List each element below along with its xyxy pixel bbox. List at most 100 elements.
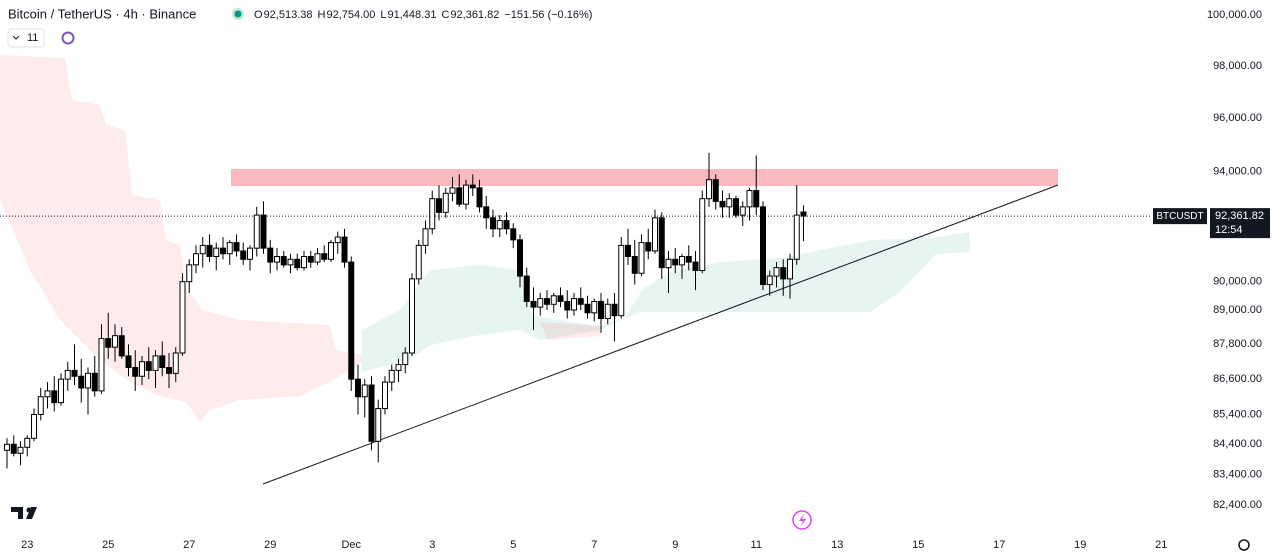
candle-body [780, 267, 787, 280]
candle-body [449, 187, 456, 194]
candle-body [112, 335, 118, 348]
candle-body [699, 198, 706, 271]
candle-body [483, 206, 490, 219]
candle-body [665, 258, 672, 269]
settings-icon[interactable] [1238, 539, 1250, 551]
candle-body [159, 355, 166, 368]
candle-body [442, 192, 449, 213]
candle-body [17, 446, 24, 454]
y-tick-label: 96,000.00 [1213, 112, 1262, 124]
candle-body [132, 366, 139, 377]
candle-body [247, 247, 253, 260]
candle-body [206, 244, 213, 258]
candle-body [719, 200, 726, 208]
candle-body [415, 244, 422, 280]
candle-body [766, 275, 773, 286]
candle-body [193, 253, 199, 266]
refresh-icon[interactable] [61, 31, 75, 45]
candle-body [517, 239, 523, 277]
candle-body [388, 369, 395, 383]
y-tick-label: 100,000.00 [1207, 9, 1262, 21]
ohlc-label: O [254, 9, 263, 21]
ohlc-value: 92,361.82 [450, 9, 499, 21]
candle-body [645, 242, 652, 252]
candle-body [631, 256, 638, 274]
y-tick-label: 94,000.00 [1213, 166, 1262, 178]
candle-body [739, 206, 746, 216]
y-tick-label: 90,000.00 [1213, 276, 1262, 288]
header: Bitcoin / TetherUS · 4h · Binance O 92,51… [7, 6, 592, 48]
candle-body [753, 190, 760, 208]
candle-body [476, 187, 483, 208]
candle-body [463, 184, 469, 205]
candle-body [496, 220, 503, 230]
cloud [0, 55, 970, 422]
candle-body [793, 214, 800, 260]
candle-body [604, 303, 611, 320]
candle-body [348, 261, 355, 380]
trend-line [262, 184, 1059, 485]
candle-body [510, 228, 517, 241]
candle-body [618, 244, 625, 317]
candle-body [334, 236, 341, 244]
indicator-count: 11 [27, 32, 38, 44]
candle-body [233, 242, 240, 252]
x-tick-label: 13 [831, 539, 843, 551]
lightning-icon[interactable] [792, 510, 812, 530]
x-tick-label: 3 [429, 539, 435, 551]
candle-body [240, 250, 247, 260]
candle-body [314, 253, 321, 263]
candle-body [564, 300, 571, 311]
candle-body [787, 258, 793, 280]
candle-body [307, 256, 314, 263]
y-tick-label: 82,400.00 [1213, 499, 1262, 511]
change: −151.56 (−0.16%) [504, 9, 592, 21]
candle-body [523, 275, 530, 302]
candle-body [503, 220, 510, 230]
candle-body [37, 396, 44, 415]
y-tick-label: 86,600.00 [1213, 373, 1262, 385]
candle-body [287, 258, 294, 266]
candle-body [199, 244, 206, 255]
candle-body [260, 214, 267, 249]
candle-body [267, 247, 274, 263]
candle-body [706, 179, 712, 200]
candle-body [571, 298, 577, 311]
candle-body [591, 300, 598, 314]
price-tag-value: 92,361.82 [1215, 210, 1264, 222]
candle-body [584, 303, 591, 314]
candle-body [726, 198, 733, 208]
candle-body [760, 206, 766, 286]
candle-body [679, 256, 685, 266]
candle-body [274, 256, 280, 263]
candle-body [145, 361, 152, 371]
candle-body [490, 217, 496, 230]
candle-body [31, 413, 37, 439]
tv-logo [11, 507, 37, 519]
indicator-toggle[interactable] [7, 28, 45, 48]
x-tick-label: 29 [264, 539, 276, 551]
candle-body [71, 369, 78, 377]
symbol-title: Bitcoin / TetherUS · 4h · Binance [8, 6, 196, 21]
candle-body [220, 247, 226, 255]
candle-body [24, 437, 31, 448]
countdown: 12:54 [1215, 224, 1243, 236]
candle-body [361, 384, 368, 398]
status-dot [234, 10, 242, 18]
symbol-tag [1153, 208, 1207, 225]
x-tick-label: 19 [1074, 539, 1086, 551]
x-tick-label: 25 [102, 539, 114, 551]
candle-body [746, 190, 753, 208]
candle-body [328, 242, 334, 260]
ohlc-label: L [380, 9, 386, 21]
candle-body [355, 378, 361, 398]
candle-body [409, 278, 415, 354]
x-tick-label: 23 [21, 539, 33, 551]
candle-body [105, 338, 112, 348]
candle-body [152, 355, 159, 371]
candle-body [186, 264, 193, 283]
candle-body [469, 184, 476, 189]
ohlc-value: 92,754.00 [326, 9, 375, 21]
candle-body [625, 244, 631, 258]
candle-body [226, 242, 233, 255]
